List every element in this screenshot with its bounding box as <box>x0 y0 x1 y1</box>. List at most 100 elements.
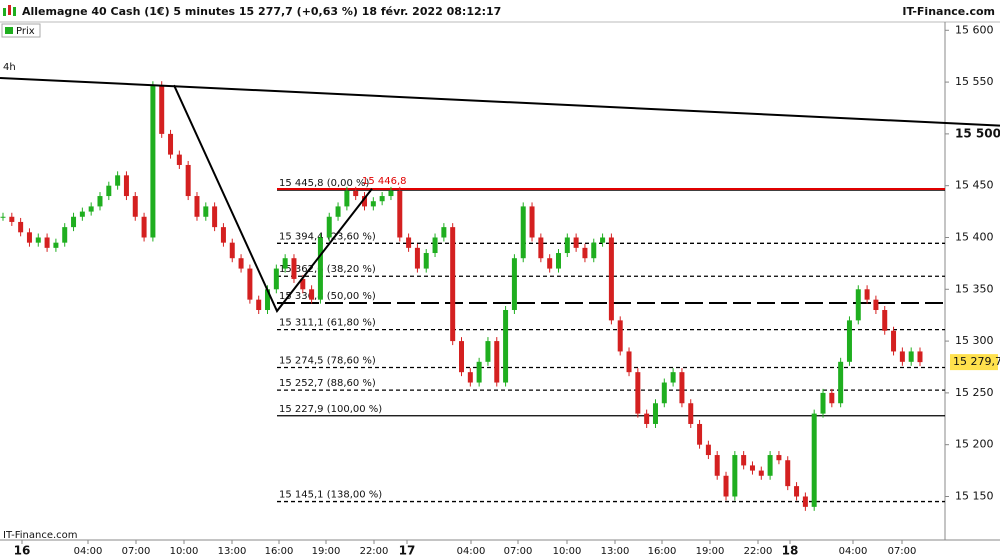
candle-body <box>18 221 24 233</box>
footer-brand: IT-Finance.com <box>3 530 78 541</box>
candle-body <box>688 403 694 424</box>
candle-body <box>362 196 368 207</box>
candle-body <box>467 372 473 383</box>
x-tick-label: 16 <box>14 544 31 558</box>
candle-body <box>35 237 41 243</box>
candle-body <box>71 216 77 228</box>
candle-body <box>247 268 253 300</box>
x-tick-label: 13:00 <box>601 546 630 557</box>
candle-body <box>538 237 544 259</box>
candle-body <box>423 253 429 269</box>
candle-body <box>370 201 376 207</box>
candle-body <box>785 460 791 487</box>
candle-body <box>9 216 15 222</box>
candle-body <box>582 247 588 259</box>
candle-body <box>908 351 914 362</box>
candle-body <box>265 289 271 311</box>
candle-body <box>600 237 606 243</box>
y-tick-label: 15 250 <box>955 386 994 399</box>
last-price-label: 15 279,7 <box>953 355 1000 368</box>
candle-body <box>79 211 85 217</box>
x-tick-label: 18 <box>782 544 799 558</box>
x-tick-label: 10:00 <box>553 546 582 557</box>
fib-label: 15 362,6 (38,20 %) <box>279 264 376 275</box>
fib-label: 15 252,7 (88,60 %) <box>279 378 376 389</box>
candle-body <box>379 196 385 202</box>
candle-body <box>150 85 156 238</box>
candle-body <box>159 85 165 134</box>
x-tick-label: 10:00 <box>170 546 199 557</box>
y-tick-label: 15 350 <box>955 282 994 295</box>
candle-body <box>855 289 861 321</box>
x-tick-label: 22:00 <box>744 546 773 557</box>
candle-body <box>811 413 817 507</box>
candle-body <box>891 330 897 352</box>
candle-body <box>229 242 235 259</box>
candle-body <box>282 258 288 269</box>
candle-body <box>882 310 888 331</box>
candle-body <box>459 341 464 373</box>
x-tick-label: 17 <box>399 544 416 558</box>
logo <box>3 5 16 16</box>
fib-label: 15 274,5 (78,60 %) <box>279 356 376 367</box>
candle-body <box>547 258 553 269</box>
legend-label: Prix <box>16 26 35 37</box>
candle-body <box>741 455 747 466</box>
candle-body <box>626 351 632 373</box>
y-tick-label: 15 300 <box>955 334 994 347</box>
y-tick-label: 15 500 <box>955 126 1000 140</box>
candle-body <box>388 190 394 197</box>
candle-body <box>168 133 174 155</box>
candle-body <box>300 278 306 290</box>
candle-body <box>511 258 517 311</box>
candles <box>0 81 923 511</box>
candle-body <box>846 320 852 362</box>
y-tick-label: 15 150 <box>955 489 994 502</box>
candle-body <box>485 341 491 362</box>
candle-body <box>794 486 800 497</box>
candle-body <box>326 216 332 238</box>
candle-body <box>714 455 720 476</box>
candle-body <box>62 227 68 243</box>
legend-swatch <box>5 27 13 34</box>
title: Allemagne 40 Cash (1€) 5 minutes 15 277,… <box>22 5 501 18</box>
candle-body <box>212 206 218 228</box>
fib-label: 15 445,8 (0,00 %) <box>279 178 370 189</box>
candle-body <box>758 470 764 476</box>
candle-body <box>591 242 597 259</box>
fib-label: 15 311,1 (61,80 %) <box>279 318 376 329</box>
candle-body <box>838 361 844 404</box>
candle-body <box>520 206 526 259</box>
candle-body <box>476 361 482 383</box>
candle-body <box>97 196 103 207</box>
y-tick-label: 15 450 <box>955 179 994 192</box>
x-tick-label: 07:00 <box>888 546 917 557</box>
x-tick-label: 04:00 <box>74 546 103 557</box>
candle-body <box>115 175 121 186</box>
fib-label: 15 145,1 (138,00 %) <box>279 490 382 501</box>
candle-body <box>503 310 509 383</box>
candle-body <box>617 320 623 352</box>
candle-body <box>679 372 685 404</box>
y-tick-label: 15 200 <box>955 438 994 451</box>
candle-body <box>309 289 315 300</box>
x-tick-label: 22:00 <box>360 546 389 557</box>
candle-body <box>185 164 191 197</box>
y-tick-label: 15 550 <box>955 75 994 88</box>
candle-body <box>820 392 826 414</box>
brand[interactable]: IT-Finance.com <box>902 5 995 18</box>
candle-body <box>132 196 138 217</box>
candle-body <box>776 455 782 461</box>
candle-body <box>273 268 279 290</box>
fib-label: 15 336,8 (50,00 %) <box>279 291 376 302</box>
x-tick-label: 19:00 <box>696 546 725 557</box>
x-tick-label: 04:00 <box>839 546 868 557</box>
candle-body <box>917 351 923 363</box>
candle-body <box>802 496 808 507</box>
last-price-box <box>950 354 998 371</box>
candle-body <box>344 190 350 207</box>
candle-body <box>829 392 835 404</box>
candle-body <box>899 351 905 362</box>
candle-body <box>0 216 6 218</box>
